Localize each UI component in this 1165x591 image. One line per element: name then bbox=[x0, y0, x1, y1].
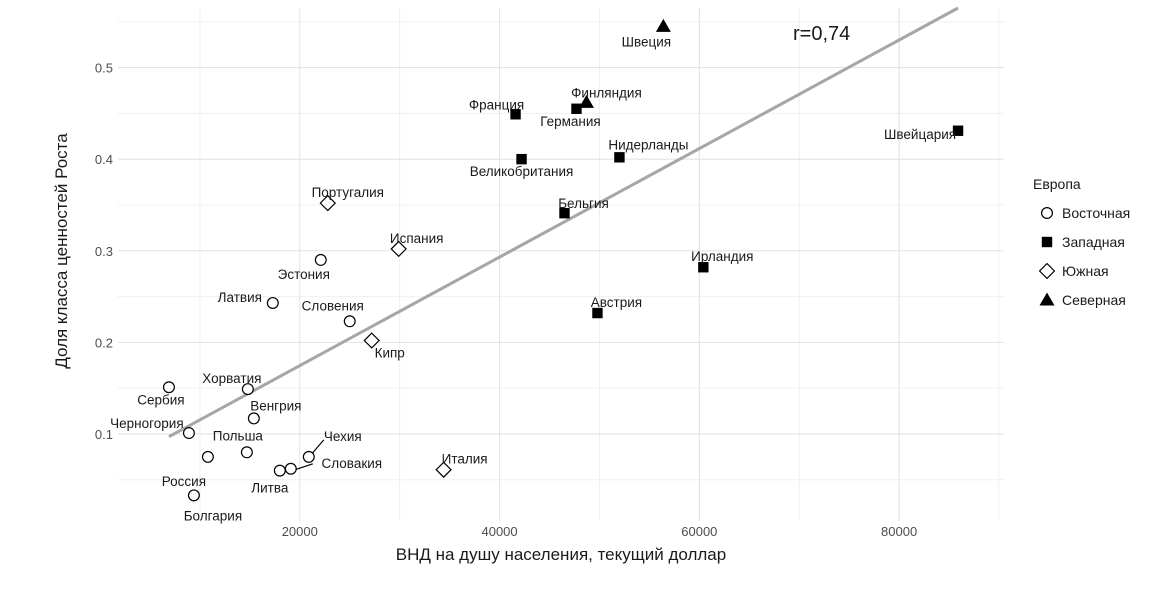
point-square-filled bbox=[698, 262, 709, 273]
point-square-filled bbox=[510, 109, 521, 120]
point-circle-open bbox=[284, 462, 297, 475]
point-label: Швейцария bbox=[884, 127, 956, 142]
point-label: Черногория bbox=[110, 416, 183, 431]
legend-key-diamond-open bbox=[1038, 262, 1056, 280]
point-circle-open bbox=[302, 450, 315, 463]
point-square-filled bbox=[952, 125, 964, 136]
point-label: Бельгия bbox=[558, 196, 609, 211]
legend-label: Восточная bbox=[1062, 205, 1130, 221]
point-labels: Сербия Черногория Россия Болгария Хорватия Ве… bbox=[110, 34, 956, 523]
legend-key-square-filled bbox=[1041, 236, 1053, 248]
point-circle-open bbox=[343, 315, 356, 328]
point-triangle-filled bbox=[655, 18, 671, 32]
y-tick-label: 0.1 bbox=[95, 427, 113, 442]
legend-key-triangle-filled bbox=[1039, 292, 1055, 306]
point-circle-open bbox=[240, 446, 253, 459]
point-label: Германия bbox=[540, 114, 601, 129]
y-tick-label: 0.4 bbox=[95, 152, 113, 167]
legend-items: Восточная Западная Южная Северная bbox=[1038, 205, 1130, 308]
point-label: Чехия bbox=[324, 429, 362, 444]
point-label: Ирландия bbox=[691, 249, 753, 264]
point-circle-open bbox=[247, 412, 260, 425]
point-diamond-open bbox=[363, 332, 380, 349]
legend-title: Европа bbox=[1033, 176, 1081, 192]
x-axis-ticks: 20000 40000 60000 80000 bbox=[282, 524, 917, 539]
point-label: Литва bbox=[251, 481, 289, 496]
legend-key-circle-open bbox=[1040, 207, 1053, 220]
point-diamond-open bbox=[390, 240, 407, 258]
label-leader-lines bbox=[294, 439, 325, 471]
point-label: Польша bbox=[213, 428, 264, 443]
point-label: Кипр bbox=[375, 346, 405, 361]
point-label: Австрия bbox=[591, 295, 642, 310]
point-label: Болгария bbox=[184, 508, 242, 523]
point-label: Венгрия bbox=[250, 398, 301, 413]
grid-minor bbox=[118, 8, 1004, 521]
point-triangle-filled bbox=[578, 94, 594, 108]
leader-line bbox=[294, 463, 313, 471]
point-square-filled bbox=[614, 152, 625, 163]
point-label: Франция bbox=[469, 97, 524, 112]
x-tick-label: 40000 bbox=[481, 524, 517, 539]
data-points bbox=[162, 18, 964, 502]
y-axis-ticks: 0.1 0.2 0.3 0.4 0.5 bbox=[95, 61, 113, 442]
x-tick-label: 60000 bbox=[681, 524, 717, 539]
grid-major bbox=[118, 8, 1004, 521]
point-circle-open bbox=[273, 464, 286, 477]
point-label: Латвия bbox=[218, 290, 262, 305]
y-tick-label: 0.5 bbox=[95, 61, 113, 76]
legend-label: Северная bbox=[1062, 292, 1126, 308]
point-circle-open bbox=[241, 383, 254, 396]
point-label: Португалия bbox=[312, 185, 384, 200]
x-axis-title: ВНД на душу населения, текущий доллар bbox=[396, 545, 726, 564]
point-label: Эстония bbox=[278, 267, 330, 282]
legend: Европа Восточная Западная Южная Северная bbox=[1033, 176, 1130, 308]
point-label: Нидерланды bbox=[608, 137, 688, 152]
point-square-filled bbox=[516, 153, 527, 165]
y-axis-title: Доля класса ценностей Роста bbox=[52, 133, 71, 369]
point-circle-open bbox=[266, 296, 279, 309]
point-circle-open bbox=[182, 427, 195, 440]
correlation-annotation: r=0,74 bbox=[793, 23, 850, 45]
point-diamond-open bbox=[435, 461, 452, 478]
trend-line-group bbox=[168, 6, 959, 439]
trend-line bbox=[168, 6, 959, 439]
point-label: Италия bbox=[442, 452, 488, 467]
x-tick-label: 20000 bbox=[282, 524, 318, 539]
point-square-filled bbox=[571, 103, 582, 114]
point-label: Швеция bbox=[622, 34, 672, 49]
x-tick-label: 80000 bbox=[881, 524, 917, 539]
point-label: Хорватия bbox=[202, 371, 261, 386]
y-tick-label: 0.3 bbox=[95, 244, 113, 259]
legend-label: Южная bbox=[1062, 263, 1109, 279]
y-tick-label: 0.2 bbox=[95, 335, 113, 350]
point-square-filled bbox=[592, 307, 603, 319]
point-circle-open bbox=[187, 489, 200, 502]
point-label: Испания bbox=[390, 231, 444, 246]
point-circle-open bbox=[162, 381, 175, 394]
point-label: Финляндия bbox=[571, 85, 642, 100]
point-label: Словакия bbox=[322, 456, 383, 471]
leader-line bbox=[311, 439, 325, 455]
point-diamond-open bbox=[319, 194, 337, 212]
point-label: Словения bbox=[302, 298, 364, 313]
point-square-filled bbox=[559, 208, 570, 219]
point-label: Сербия bbox=[137, 392, 184, 407]
point-circle-open bbox=[201, 450, 214, 463]
point-label: Россия bbox=[162, 474, 206, 489]
point-circle-open bbox=[314, 253, 327, 266]
point-label: Великобритания bbox=[470, 164, 574, 179]
legend-label: Западная bbox=[1062, 234, 1125, 250]
